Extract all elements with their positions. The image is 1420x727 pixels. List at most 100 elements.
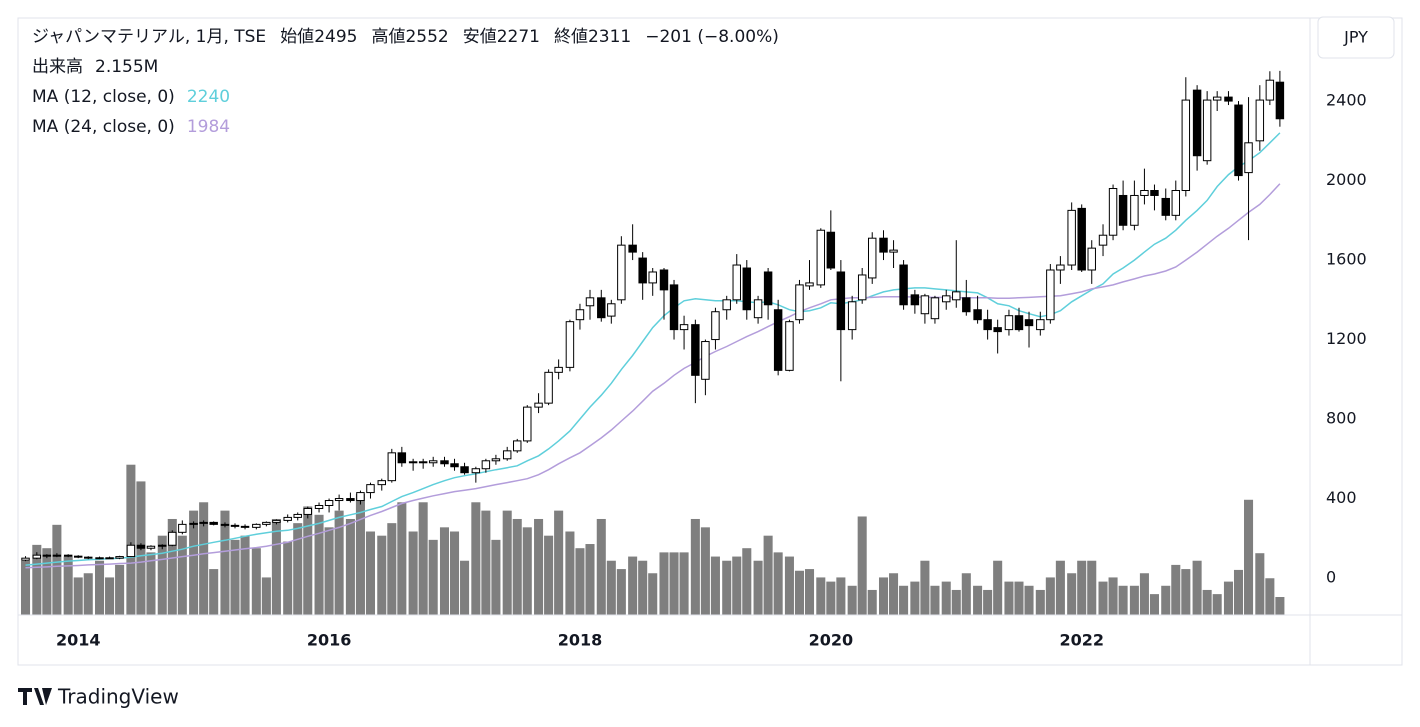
candle-body: [471, 468, 481, 474]
volume-bar: [95, 560, 105, 615]
volume-bar: [1265, 578, 1275, 615]
candle-body: [21, 557, 30, 561]
candle-body: [638, 257, 647, 284]
ma-line: [25, 132, 1281, 566]
candle-body: [32, 554, 42, 559]
candle-body: [460, 466, 469, 474]
volume-bar: [471, 502, 481, 615]
candle-body: [952, 291, 961, 301]
candle-body: [836, 271, 846, 331]
volume-bar: [283, 541, 293, 615]
volume-bar: [1161, 585, 1171, 615]
candle-body: [334, 498, 344, 502]
volume-bar: [261, 577, 271, 615]
candle-body: [773, 309, 783, 371]
volume-bar: [867, 589, 877, 615]
candle-body: [189, 522, 198, 525]
volume-bar: [1212, 594, 1222, 615]
candle-body: [73, 555, 83, 558]
candle-body: [293, 513, 302, 518]
candle-body: [440, 460, 449, 465]
volume-bar: [1171, 564, 1181, 615]
volume-bar: [930, 585, 940, 615]
candle-body: [1077, 207, 1086, 271]
volume-bar: [1014, 581, 1024, 615]
volume-bar: [1108, 577, 1118, 615]
volume-bar: [1004, 581, 1014, 615]
candle-body: [481, 460, 491, 470]
volume-bar: [1129, 585, 1139, 615]
y-tick-label: 1200: [1326, 329, 1367, 348]
candle-body: [879, 237, 888, 253]
volume-bar: [878, 577, 889, 615]
candle-body: [785, 321, 794, 371]
candle-body: [491, 458, 501, 462]
volume-bar: [314, 514, 324, 615]
currency-button[interactable]: [1317, 16, 1395, 59]
candle-body: [983, 319, 992, 331]
candle-body: [346, 498, 355, 502]
volume-bar: [753, 560, 763, 615]
volume-bar: [534, 518, 544, 615]
candle-body: [554, 366, 563, 373]
volume-bar: [1098, 581, 1108, 615]
candle-body: [910, 294, 920, 306]
candle-body: [1130, 194, 1139, 226]
candle-body: [1161, 197, 1170, 216]
candle-body: [387, 452, 397, 482]
volume-bar: [42, 548, 52, 615]
currency-label[interactable]: JPY: [1343, 28, 1368, 47]
volume-bar: [565, 531, 575, 615]
ma-legend: MA (24, close, 0) 1984: [32, 117, 230, 137]
candle-body: [942, 295, 951, 303]
volume-bar: [481, 510, 491, 615]
volume-bar: [418, 502, 428, 615]
candle-body: [930, 297, 940, 320]
volume-bar: [73, 577, 83, 615]
y-tick-label: 800: [1326, 409, 1357, 428]
candle-body: [1234, 104, 1243, 177]
candle-body: [628, 244, 637, 253]
candle-body: [544, 371, 553, 404]
volume-bar: [1202, 589, 1212, 615]
candle-body: [722, 299, 731, 311]
candle-body: [711, 311, 720, 341]
volume-bar: [773, 552, 783, 615]
candle-body: [262, 521, 271, 525]
volume-bar: [1067, 573, 1077, 615]
volume-bar: [1077, 560, 1087, 615]
volume-bar: [973, 585, 983, 615]
volume-bar: [387, 523, 397, 615]
volume-bar: [1118, 585, 1128, 615]
volume-bar: [355, 493, 365, 615]
candle-body: [199, 521, 208, 524]
candle-body: [1118, 194, 1128, 226]
candle-body: [42, 554, 52, 557]
volume-bar: [679, 552, 689, 615]
candle-body: [1181, 99, 1191, 192]
volume-bar: [21, 560, 31, 615]
volume-bar: [1139, 573, 1149, 615]
volume-bar: [816, 577, 826, 615]
candle-body: [105, 557, 114, 560]
volume-bar: [1233, 569, 1244, 615]
volume-bar: [502, 510, 512, 615]
volume-bar: [230, 539, 240, 615]
candle-body: [418, 461, 428, 464]
candle-body: [1140, 190, 1149, 196]
candle-body: [648, 271, 657, 284]
candle-body: [408, 461, 418, 464]
candle-body: [209, 521, 218, 525]
volume-bar: [1024, 585, 1034, 615]
candle-body: [303, 507, 312, 515]
candle-body: [1275, 81, 1285, 120]
candle-body: [1098, 234, 1108, 246]
candle-body: [397, 452, 407, 464]
candle-body: [324, 500, 334, 506]
volume-legend: 出来高 2.155M: [32, 57, 158, 77]
volume-bar: [105, 577, 115, 615]
volume-bar: [209, 569, 219, 615]
volume-bar: [961, 573, 971, 615]
volume-bar: [1149, 594, 1159, 615]
volume-bar: [439, 527, 450, 615]
